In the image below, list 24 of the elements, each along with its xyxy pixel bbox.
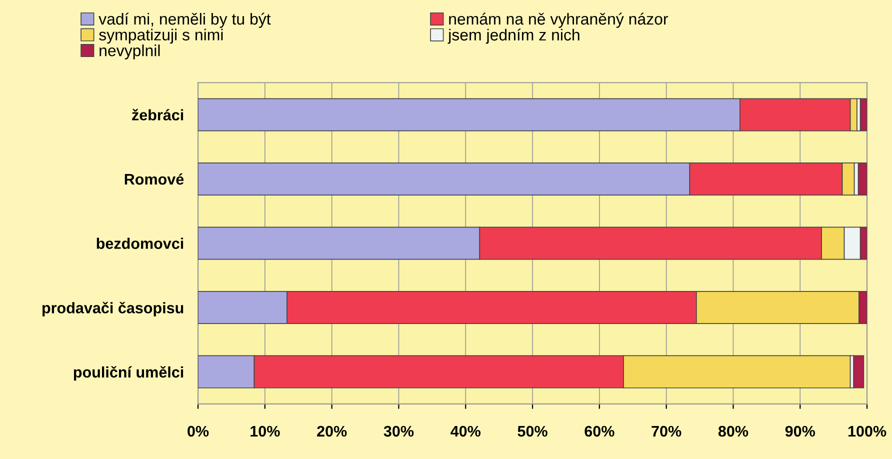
x-tick-label: 50% (518, 426, 548, 437)
legend-label: jsem jedním z nich (448, 28, 580, 44)
bar (858, 162, 868, 196)
y-tick-label: pouliční umělci (74, 366, 184, 381)
y-tick-label: prodavači časopisu (42, 302, 184, 316)
y-tick-label: žebráci (132, 108, 184, 120)
x-tick-label: 60% (584, 426, 614, 437)
x-tick-label: 40% (450, 426, 481, 437)
legend-label: sympatizuji s nimi (99, 28, 223, 44)
legend-label: nevyplnil (100, 44, 160, 60)
x-tick-label: 80% (718, 426, 748, 437)
x-tick-label: 90% (785, 426, 816, 437)
legend-label: nemám na ně vyhraněný názor (449, 12, 668, 28)
x-tick-label: 10% (250, 426, 280, 437)
x-tick-label: 30% (384, 426, 414, 437)
bar (853, 355, 864, 388)
x-tick-label: 20% (317, 426, 347, 437)
y-tick-label: bezdomovci (96, 238, 184, 249)
bar (860, 98, 868, 132)
x-tick-label: 70% (652, 426, 682, 437)
legend-label: vadí mi, neměli by tu být (98, 12, 271, 28)
x-tick-label: 0% (188, 426, 209, 437)
x-tick-label: 100% (848, 426, 886, 437)
y-tick-label: Romové (124, 173, 184, 185)
